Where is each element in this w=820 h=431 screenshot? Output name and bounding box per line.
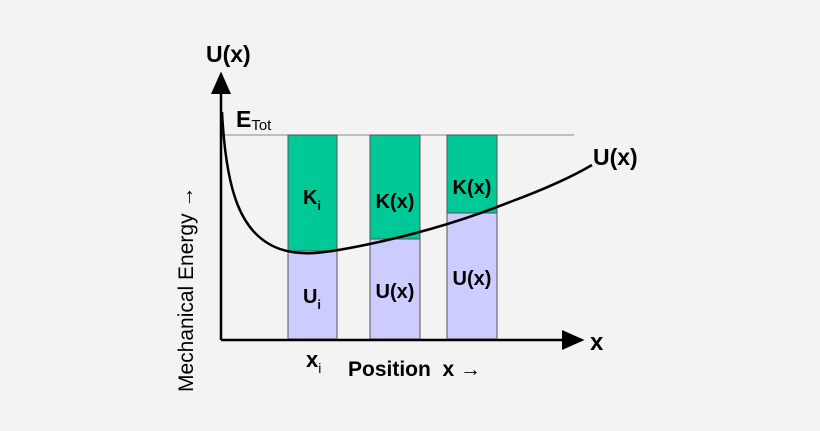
kinetic-bar	[369, 134, 421, 240]
kinetic-label: K(x)	[376, 191, 415, 213]
kinetic-bar	[446, 134, 498, 214]
potential-label: Ui	[303, 286, 321, 312]
total-energy-label: ETot	[236, 106, 272, 134]
bar-1: Ki Ui	[287, 134, 338, 340]
bar-2: K(x) U(x)	[369, 134, 421, 340]
bar-3: K(x) U(x)	[446, 134, 498, 340]
y-axis-top-label: U(x)	[206, 41, 251, 67]
kinetic-label: K(x)	[453, 177, 492, 199]
potential-bar	[287, 250, 338, 340]
potential-curve	[220, 111, 593, 255]
x-axis-end-label: x	[590, 329, 604, 356]
potential-label: U(x)	[453, 268, 492, 290]
y-axis-title: Mechanical Energy →	[175, 187, 198, 392]
potential-bar	[446, 212, 498, 340]
curve-label: U(x)	[593, 144, 638, 170]
x-i-label: xi	[306, 347, 321, 376]
x-axis-title: Position x →	[348, 358, 481, 381]
kinetic-label: Ki	[303, 187, 321, 213]
potential-label: U(x)	[376, 281, 415, 303]
